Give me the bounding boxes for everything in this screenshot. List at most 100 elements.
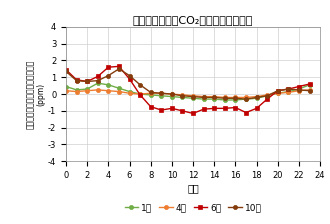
6月 (265, 98, 269, 100)
4月 (181, 94, 184, 96)
1月 (297, 88, 301, 90)
1月 (202, 98, 206, 100)
1月 (85, 88, 89, 90)
10月 (276, 89, 280, 92)
Legend: 1月, 4月, 6月, 10月: 1月, 4月, 6月, 10月 (121, 200, 265, 216)
6月 (276, 89, 280, 92)
4月 (96, 88, 100, 91)
4月 (159, 92, 163, 95)
1月 (127, 90, 131, 93)
6月 (96, 75, 100, 78)
4月 (149, 92, 153, 95)
Line: 4月: 4月 (64, 88, 312, 99)
Line: 1月: 1月 (64, 81, 312, 102)
10月 (75, 79, 79, 82)
6月 (297, 85, 301, 88)
6月 (106, 66, 110, 69)
10月 (106, 74, 110, 77)
4月 (286, 91, 290, 94)
6月 (75, 78, 79, 81)
4月 (202, 95, 206, 98)
4月 (255, 95, 259, 98)
6月 (64, 68, 68, 71)
6月 (255, 107, 259, 110)
4月 (106, 89, 110, 92)
6月 (286, 88, 290, 90)
10月 (212, 96, 216, 99)
1月 (117, 87, 121, 90)
4月 (191, 95, 195, 97)
10月 (297, 88, 301, 91)
4月 (85, 89, 89, 92)
4月 (297, 89, 301, 92)
1月 (138, 93, 142, 95)
10月 (286, 88, 290, 90)
4月 (117, 90, 121, 93)
X-axis label: 時刻: 時刻 (187, 183, 199, 193)
6月 (85, 80, 89, 83)
4月 (75, 90, 79, 93)
1月 (286, 90, 290, 93)
10月 (127, 74, 131, 77)
1月 (75, 88, 79, 91)
1月 (191, 97, 195, 100)
10月 (223, 97, 227, 100)
1月 (265, 95, 269, 97)
6月 (202, 108, 206, 110)
6月 (233, 106, 237, 109)
1月 (106, 84, 110, 86)
6月 (117, 65, 121, 68)
4月 (276, 92, 280, 95)
1月 (244, 98, 248, 100)
Line: 6月: 6月 (64, 64, 312, 116)
Y-axis label: 日平均値を差し引いた各時刻の差
(ppm): 日平均値を差し引いた各時刻の差 (ppm) (26, 59, 45, 129)
4月 (308, 88, 312, 91)
1月 (64, 85, 68, 88)
1月 (255, 97, 259, 100)
10月 (233, 97, 237, 100)
1月 (181, 96, 184, 99)
4月 (233, 96, 237, 99)
1月 (170, 95, 174, 98)
10月 (308, 89, 312, 92)
10月 (96, 79, 100, 82)
10月 (244, 98, 248, 100)
4月 (244, 96, 248, 99)
Title: 落石岬におけるCO₂の日変化の大きさ: 落石岬におけるCO₂の日変化の大きさ (133, 15, 253, 25)
1月 (233, 99, 237, 101)
6月 (191, 112, 195, 115)
4月 (212, 95, 216, 98)
6月 (212, 107, 216, 110)
6月 (170, 107, 174, 110)
6月 (138, 94, 142, 96)
4月 (170, 93, 174, 95)
1月 (212, 98, 216, 100)
6月 (149, 105, 153, 108)
4月 (64, 89, 68, 92)
6月 (308, 83, 312, 85)
6月 (181, 110, 184, 112)
6月 (223, 107, 227, 110)
10月 (265, 95, 269, 97)
10月 (149, 91, 153, 94)
10月 (181, 95, 184, 97)
10月 (117, 67, 121, 70)
1月 (149, 94, 153, 96)
4月 (138, 93, 142, 95)
10月 (191, 95, 195, 98)
1月 (223, 99, 227, 101)
1月 (96, 82, 100, 84)
1月 (276, 92, 280, 95)
10月 (138, 84, 142, 86)
10月 (255, 96, 259, 99)
6月 (127, 78, 131, 80)
4月 (127, 92, 131, 95)
1月 (308, 84, 312, 86)
6月 (159, 109, 163, 111)
1月 (159, 95, 163, 97)
10月 (85, 80, 89, 83)
Line: 10月: 10月 (64, 67, 312, 101)
4月 (223, 96, 227, 99)
6月 (244, 111, 248, 114)
10月 (170, 93, 174, 95)
